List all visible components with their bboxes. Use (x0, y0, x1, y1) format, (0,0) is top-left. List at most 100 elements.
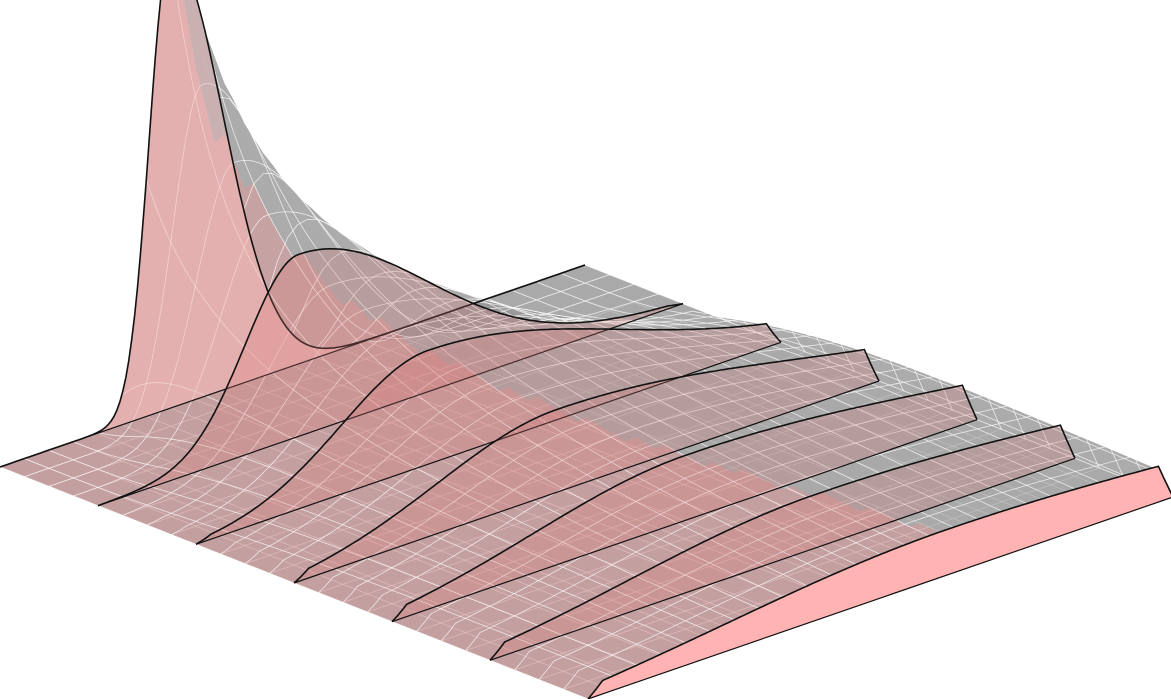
surface-patch (489, 573, 519, 587)
surface-patch (548, 598, 578, 612)
surface-patch (127, 505, 157, 517)
surface-patch (996, 412, 1027, 423)
surface-patch (538, 545, 568, 561)
slice-curve (195, 322, 782, 545)
surface-patch (519, 630, 549, 643)
surface-patch (410, 382, 440, 405)
surface-patch (1036, 428, 1066, 440)
surface-patch (175, 91, 205, 218)
surface-patch (214, 134, 245, 202)
surface-patch (722, 327, 752, 333)
surface-patch (615, 389, 646, 403)
surface-patch (1045, 439, 1076, 451)
surface-patch (800, 347, 831, 356)
surface-patch (743, 537, 773, 552)
surface-patch (909, 523, 939, 536)
surface-patch (821, 473, 851, 486)
surface-patch (401, 525, 431, 541)
surface-patch (604, 298, 635, 308)
surface-patch (634, 288, 664, 299)
surface-patch (1065, 475, 1095, 487)
surface-patch (771, 342, 801, 351)
surface-patch (684, 388, 714, 401)
surface-patch (625, 371, 655, 385)
surface-patch (440, 581, 471, 595)
surface-patch (1046, 480, 1076, 492)
surface-patch (928, 470, 959, 483)
surface-patch (644, 325, 674, 330)
surface-patch (469, 356, 499, 374)
surface-patch (191, 0, 215, 71)
surface-patch (1026, 431, 1056, 442)
surface-patch (762, 413, 792, 426)
surface-patch (332, 529, 363, 544)
surface-patch (576, 328, 606, 339)
surface-patch (440, 473, 470, 492)
surface-patch (889, 374, 919, 385)
surface-patch (429, 306, 460, 324)
surface-patch (919, 519, 949, 533)
surface-patch (547, 372, 577, 388)
surface-patch (411, 618, 441, 638)
surface-patch (576, 321, 606, 330)
surface-patch (498, 387, 528, 405)
surface-patch (578, 653, 608, 667)
surface-patch (712, 323, 742, 328)
surface-patch (616, 460, 646, 476)
surface-patch (431, 586, 461, 600)
surface-patch (597, 661, 627, 674)
surface-patch (234, 471, 265, 488)
surface-patch (526, 281, 556, 293)
surface-patch (487, 295, 517, 307)
surface-patch (841, 549, 871, 563)
surface-patch (546, 289, 576, 301)
surface-patch (771, 351, 801, 360)
surface-patch (351, 339, 381, 345)
surface-patch (810, 366, 841, 376)
surface-patch (478, 335, 509, 352)
surface-patch (400, 389, 431, 413)
surface-patch (655, 445, 685, 460)
surface-patch (331, 229, 362, 253)
surface-patch (646, 639, 676, 652)
surface-patch (772, 489, 802, 503)
surface-patch (665, 536, 695, 552)
surface-patch (595, 323, 625, 330)
surface-patch (470, 565, 500, 579)
surface-patch (663, 305, 693, 312)
surface-patch (165, 321, 196, 372)
surface-patch (489, 511, 519, 528)
surface-patch (635, 400, 665, 414)
surface-patch (802, 565, 832, 580)
surface-patch (538, 480, 568, 497)
surface-patch (596, 377, 626, 392)
surface-patch (841, 498, 871, 512)
surface-patch (938, 426, 968, 438)
surface-patch (331, 332, 361, 349)
surface-patch (723, 408, 753, 422)
surface-patch (548, 633, 578, 647)
surface-patch (870, 520, 900, 534)
surface-patch (58, 443, 88, 455)
surface-patch (548, 616, 578, 629)
surface-patch (722, 347, 753, 356)
surface-patch (332, 386, 362, 413)
surface-patch (811, 492, 842, 506)
surface-patch (517, 330, 548, 344)
surface-patch (547, 390, 577, 407)
surface-patch (812, 561, 842, 575)
surface-patch (977, 443, 1007, 455)
surface-patch (528, 530, 558, 546)
surface-patch (567, 507, 597, 523)
surface-patch (78, 494, 108, 506)
surface-patch (860, 492, 890, 505)
surface-patch (536, 292, 566, 304)
surface-patch (302, 303, 332, 347)
surface-patch (421, 609, 451, 626)
surface-patch (341, 336, 371, 347)
surface-patch (146, 480, 177, 492)
surface-patch (773, 560, 803, 575)
surface-patch (547, 341, 577, 355)
